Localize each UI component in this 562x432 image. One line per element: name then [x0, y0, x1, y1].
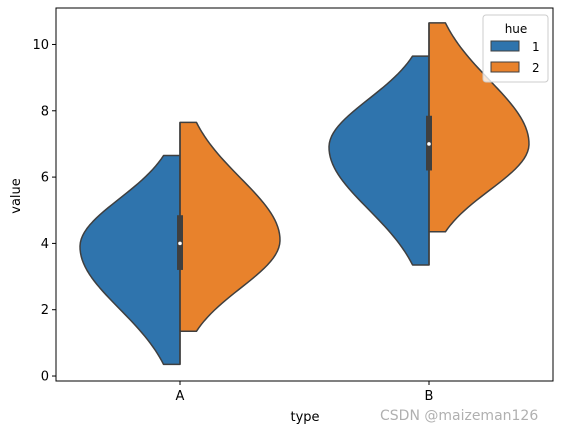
watermark-text: CSDN @maizeman126: [380, 408, 538, 424]
legend-swatch-2: [490, 61, 520, 73]
x-tick-label-A: A: [176, 389, 185, 404]
y-tick-label-8: 8: [41, 104, 49, 119]
median-dot-A: [178, 241, 182, 246]
legend-label-1: 1: [532, 40, 540, 54]
x-tick-label-B: B: [425, 389, 434, 404]
plot-frame: [55, 7, 554, 382]
y-tick-label-10: 10: [32, 38, 49, 53]
violin-right-B: [428, 22, 530, 233]
violin-right-A: [179, 121, 281, 333]
y-tick-label-6: 6: [41, 171, 49, 186]
y-axis-label: value: [9, 178, 24, 214]
y-tick-label-4: 4: [41, 237, 49, 252]
y-axis: 0 2 4 6 8 10: [32, 38, 56, 385]
violin-left-B: [328, 55, 430, 266]
legend: hue 1 2: [482, 14, 549, 83]
plot-area: [55, 7, 554, 382]
legend-title: hue: [505, 22, 528, 36]
legend-label-2: 2: [532, 61, 540, 75]
violin-left-A: [79, 154, 181, 366]
y-tick-label-0: 0: [41, 370, 49, 385]
median-dot-B: [427, 142, 431, 146]
legend-swatch-1: [490, 40, 520, 52]
y-tick-label-2: 2: [41, 303, 49, 318]
x-axis-label: type: [290, 410, 319, 425]
